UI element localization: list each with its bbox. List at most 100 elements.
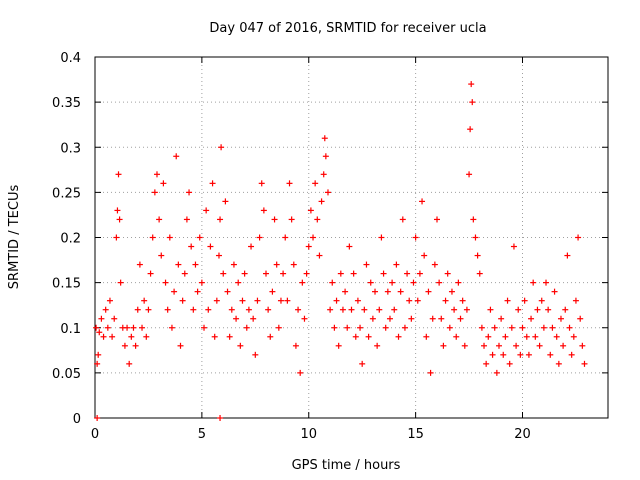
data-point — [111, 315, 118, 322]
data-point — [431, 261, 438, 268]
data-point — [487, 306, 494, 313]
data-point — [156, 216, 163, 223]
data-point — [562, 306, 569, 313]
data-point — [269, 288, 276, 295]
data-point — [472, 234, 479, 241]
data-point — [350, 270, 357, 277]
data-point — [201, 324, 208, 331]
data-point — [258, 180, 265, 187]
data-point — [273, 261, 280, 268]
data-point — [134, 306, 141, 313]
data-point — [399, 216, 406, 223]
data-point — [245, 306, 252, 313]
data-point — [339, 306, 346, 313]
data-point — [434, 216, 440, 223]
y-tick-label: 0.3 — [60, 141, 81, 156]
data-point — [190, 306, 197, 313]
data-point — [209, 180, 216, 187]
data-point — [352, 333, 359, 340]
data-point — [363, 261, 370, 268]
data-point — [145, 306, 152, 313]
data-point — [416, 270, 423, 277]
data-point — [130, 324, 137, 331]
data-point — [534, 306, 541, 313]
data-point — [186, 189, 193, 196]
data-point — [423, 333, 430, 340]
data-point — [310, 234, 317, 241]
data-point — [183, 216, 190, 223]
data-point — [109, 333, 116, 340]
data-point — [476, 270, 483, 277]
data-point — [113, 234, 120, 241]
data-point — [217, 415, 224, 421]
data-point — [346, 243, 353, 250]
data-point — [173, 153, 180, 160]
data-point — [551, 288, 558, 295]
data-point — [515, 306, 522, 313]
data-point — [581, 360, 588, 367]
data-point — [102, 306, 109, 313]
data-point — [414, 297, 421, 304]
data-point — [521, 297, 528, 304]
data-point — [335, 342, 342, 349]
data-point — [177, 342, 184, 349]
data-point — [485, 333, 492, 340]
data-point — [280, 270, 287, 277]
data-point — [495, 342, 502, 349]
data-point — [489, 351, 496, 358]
x-tick-labels: 0 5 10 15 20 — [91, 427, 531, 442]
data-point — [570, 333, 577, 340]
data-point — [547, 351, 554, 358]
data-point — [380, 270, 387, 277]
data-point — [391, 306, 398, 313]
axis-ticks — [94, 56, 608, 419]
data-point — [572, 297, 579, 304]
data-point — [442, 297, 449, 304]
data-point — [324, 189, 331, 196]
data-point — [265, 306, 272, 313]
data-point — [121, 342, 128, 349]
data-point — [115, 171, 122, 178]
data-point — [446, 324, 453, 331]
y-tick-label: 0 — [73, 412, 81, 427]
data-point — [579, 342, 586, 349]
data-point — [117, 279, 124, 286]
data-point — [314, 216, 321, 223]
data-point — [395, 333, 402, 340]
data-point — [384, 288, 391, 295]
data-point — [226, 333, 233, 340]
data-point — [312, 180, 319, 187]
data-point — [469, 99, 476, 106]
data-point — [466, 171, 473, 178]
data-point — [532, 333, 539, 340]
data-point — [397, 288, 404, 295]
data-point — [421, 252, 428, 259]
data-point — [295, 306, 302, 313]
data-point — [224, 288, 231, 295]
data-point — [506, 360, 513, 367]
data-point — [342, 288, 349, 295]
data-point — [243, 324, 250, 331]
data-point — [557, 315, 564, 322]
data-point — [94, 415, 101, 421]
data-point — [160, 180, 167, 187]
data-point — [143, 333, 150, 340]
data-point — [237, 342, 244, 349]
data-point — [463, 306, 470, 313]
data-point — [530, 279, 537, 286]
data-point — [382, 324, 389, 331]
y-tick-labels: 0 0.05 0.1 0.15 0.2 0.25 0.3 0.35 0.4 — [52, 51, 81, 427]
data-point — [151, 189, 158, 196]
data-point — [235, 279, 242, 286]
data-point — [162, 279, 169, 286]
data-point — [196, 234, 203, 241]
data-point — [299, 279, 306, 286]
data-point — [284, 297, 291, 304]
data-point — [337, 270, 344, 277]
data-point — [203, 207, 210, 214]
data-point — [213, 297, 220, 304]
data-point — [389, 279, 396, 286]
data-point — [96, 329, 103, 336]
data-point — [211, 333, 218, 340]
data-point — [124, 324, 131, 331]
